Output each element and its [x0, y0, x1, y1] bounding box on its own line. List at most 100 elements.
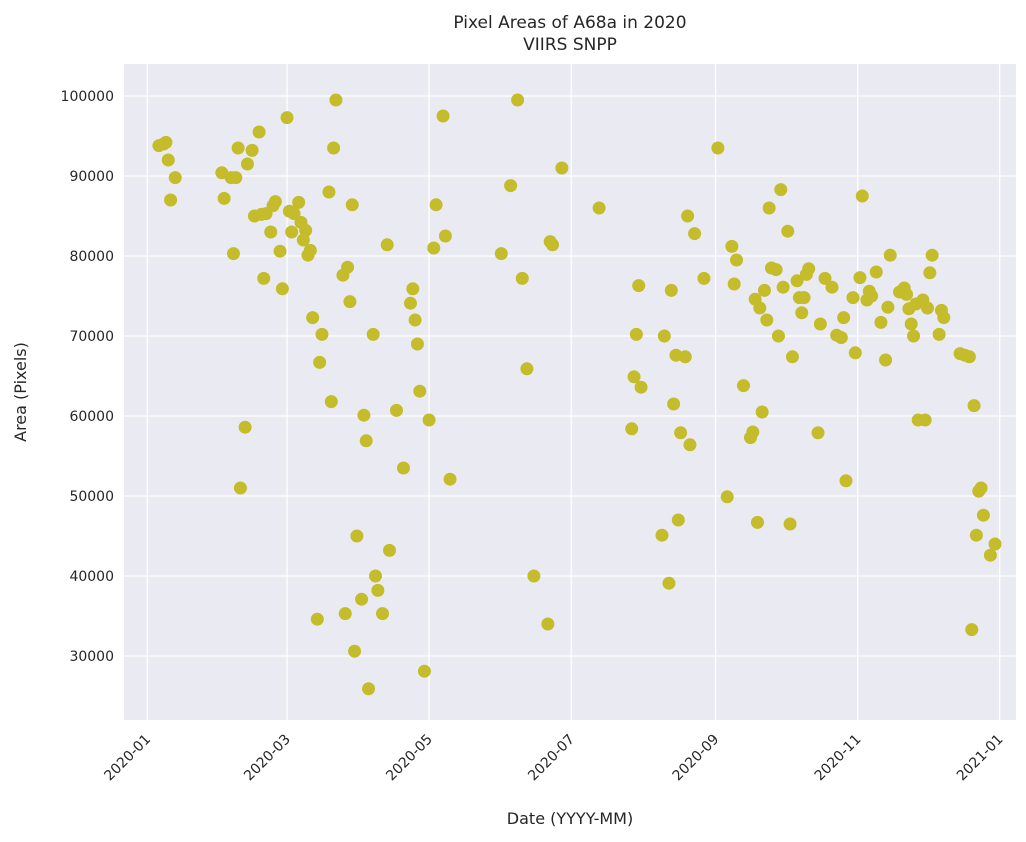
data-point	[231, 141, 245, 155]
data-point	[341, 260, 355, 274]
x-tick-label: 2020-11	[812, 732, 865, 785]
data-point	[965, 623, 979, 637]
y-gridlines	[124, 95, 1016, 657]
data-point	[662, 576, 676, 590]
data-point	[164, 193, 178, 207]
data-point	[413, 384, 427, 398]
data-point	[355, 592, 369, 606]
data-point	[350, 529, 364, 543]
data-point	[904, 317, 918, 331]
data-point	[592, 201, 606, 215]
data-point	[322, 185, 336, 199]
data-point	[969, 528, 983, 542]
data-point	[338, 607, 352, 621]
data-point	[811, 426, 825, 440]
data-point	[285, 225, 299, 239]
plot-area	[124, 64, 1016, 720]
data-point	[159, 135, 173, 149]
data-point	[762, 201, 776, 215]
y-tick-label: 40000	[69, 569, 114, 585]
data-point	[299, 223, 313, 237]
data-point	[313, 355, 327, 369]
x-tick-label: 2020-01	[101, 732, 154, 785]
data-point	[988, 537, 1002, 551]
data-point	[380, 238, 394, 252]
data-point	[865, 289, 879, 303]
data-point	[846, 291, 860, 305]
data-point	[245, 143, 259, 157]
data-point	[900, 287, 914, 301]
data-point	[932, 327, 946, 341]
data-point	[834, 331, 848, 345]
data-point	[674, 426, 688, 440]
data-point	[720, 490, 734, 504]
data-point	[883, 248, 897, 262]
data-point	[785, 350, 799, 364]
y-tick-label: 70000	[69, 329, 114, 345]
data-point	[376, 607, 390, 621]
data-point	[634, 380, 648, 394]
data-point	[555, 161, 569, 175]
data-point	[427, 241, 441, 255]
data-point	[755, 405, 769, 419]
data-point	[546, 238, 560, 252]
data-point	[727, 277, 741, 291]
data-point	[396, 461, 410, 475]
data-point	[389, 403, 403, 417]
data-point	[515, 271, 529, 285]
data-point	[362, 682, 376, 696]
data-point	[879, 353, 893, 367]
y-tick-label: 100000	[61, 89, 114, 105]
y-tick-label: 60000	[69, 409, 114, 425]
data-point	[750, 515, 764, 529]
data-point	[504, 179, 518, 193]
data-point	[280, 111, 294, 125]
data-point	[781, 224, 795, 238]
data-point	[329, 93, 343, 107]
data-point	[881, 300, 895, 314]
data-point	[753, 301, 767, 315]
data-point	[937, 311, 951, 325]
data-point	[629, 327, 643, 341]
data-point	[345, 198, 359, 212]
data-point	[967, 399, 981, 413]
data-point	[790, 274, 804, 288]
data-point	[292, 195, 306, 209]
data-point	[348, 644, 362, 658]
data-point	[327, 141, 341, 155]
x-tick-label: 2020-07	[525, 732, 578, 785]
data-point	[625, 422, 639, 436]
data-point	[683, 438, 697, 452]
data-point	[760, 313, 774, 327]
data-point	[907, 329, 921, 343]
x-tick-labels: 2020-01 2020-03 2020-05 2020-07 2020-09 2020-…	[101, 732, 1006, 785]
x-gridlines	[146, 64, 1001, 720]
data-point	[818, 271, 832, 285]
data-point	[343, 295, 357, 309]
data-point	[357, 408, 371, 422]
data-point	[257, 271, 271, 285]
data-point	[264, 225, 278, 239]
data-point	[711, 141, 725, 155]
chart-subtitle: VIIRS SNPP	[523, 35, 617, 55]
data-point	[757, 283, 771, 297]
data-point	[252, 125, 266, 139]
data-point	[869, 265, 883, 279]
data-point	[438, 229, 452, 243]
data-point	[303, 243, 317, 257]
data-point	[657, 329, 671, 343]
data-point	[776, 280, 790, 294]
data-point	[520, 362, 534, 376]
data-point	[667, 397, 681, 411]
data-point	[697, 271, 711, 285]
chart-title: Pixel Areas of A68a in 2020	[453, 13, 686, 33]
data-point	[436, 109, 450, 123]
data-point	[813, 317, 827, 331]
data-point	[429, 198, 443, 212]
data-point	[797, 291, 811, 305]
data-point	[306, 311, 320, 325]
data-point	[983, 548, 997, 562]
data-point	[275, 282, 289, 296]
x-tick-label: 2020-09	[670, 732, 723, 785]
